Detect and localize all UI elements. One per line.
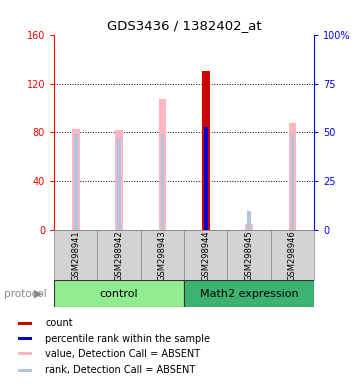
Bar [74,134,78,230]
Bar [184,280,314,307]
Text: count: count [45,318,73,328]
Text: GSM298944: GSM298944 [201,230,210,281]
Text: value, Detection Call = ABSENT: value, Detection Call = ABSENT [45,349,200,359]
Text: rank, Detection Call = ABSENT: rank, Detection Call = ABSENT [45,366,195,376]
Bar [54,280,184,307]
Bar [18,322,32,325]
Bar [184,230,227,280]
Bar [72,129,80,230]
Bar [161,134,164,230]
Bar [291,134,294,230]
Bar [245,224,253,230]
Bar [97,230,141,280]
Text: Math2 expression: Math2 expression [200,289,299,299]
Text: GSM298943: GSM298943 [158,230,167,281]
Bar [115,130,123,230]
Text: GSM298941: GSM298941 [71,230,80,281]
Bar [18,353,32,356]
Text: protocol: protocol [4,289,46,299]
Bar [204,127,208,230]
Text: ▶: ▶ [34,289,42,299]
Bar [247,211,251,230]
Bar [18,369,32,372]
Title: GDS3436 / 1382402_at: GDS3436 / 1382402_at [107,19,261,32]
Bar [202,71,210,230]
Bar [288,123,296,230]
Text: control: control [100,289,138,299]
Bar [141,230,184,280]
Bar [117,138,121,230]
Bar [18,337,32,340]
Text: GSM298946: GSM298946 [288,230,297,281]
Bar [227,230,271,280]
Bar [271,230,314,280]
Text: percentile rank within the sample: percentile rank within the sample [45,334,210,344]
Text: GSM298945: GSM298945 [245,230,253,281]
Text: GSM298942: GSM298942 [115,230,123,281]
Bar [54,230,97,280]
Bar [158,99,166,230]
